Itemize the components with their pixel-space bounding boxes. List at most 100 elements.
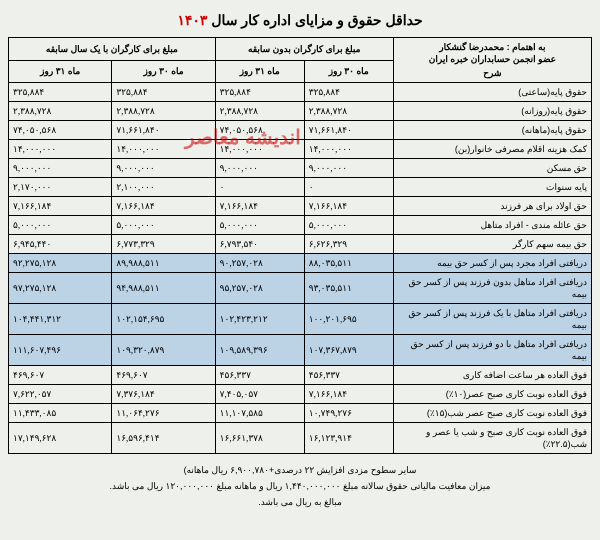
table-row: فوق العاده نوبت کاری صبح عصر شب(۱۵٪)۱۰,۷… bbox=[9, 404, 592, 423]
row-value: ۷,۱۶۶,۱۸۴ bbox=[215, 197, 304, 216]
table-row: فوق العاده هر ساعت اضافه کاری۴۵۶,۳۳۷۴۵۶,… bbox=[9, 366, 592, 385]
row-value: ۳۲۵,۸۸۴ bbox=[215, 83, 304, 102]
row-value: ۱۴,۰۰۰,۰۰۰ bbox=[304, 140, 393, 159]
row-value: ۱۰۹,۵۸۹,۳۹۶ bbox=[215, 335, 304, 366]
table-row: دریافتی افراد متاهل با دو فرزند پس از کس… bbox=[9, 335, 592, 366]
header-credit: به اهتمام : محمدرضا گنشکار عضو انجمن حسا… bbox=[393, 38, 591, 83]
row-value: ۱۴,۰۰۰,۰۰۰ bbox=[112, 140, 215, 159]
row-desc: پایه سنوات bbox=[393, 178, 591, 197]
row-value: ۷,۴۰۵,۰۵۷ bbox=[215, 385, 304, 404]
row-value: ۷۴,۰۵۰,۵۶۸ bbox=[9, 121, 112, 140]
row-desc: حقوق پایه(ماهانه) bbox=[393, 121, 591, 140]
row-value: ۱۱,۱۰۷,۵۸۵ bbox=[215, 404, 304, 423]
row-value: ۱۰۴,۴۴۱,۳۱۲ bbox=[9, 304, 112, 335]
row-desc: حق عائله مندی - افراد متاهل bbox=[393, 216, 591, 235]
row-value: ۷,۱۶۶,۱۸۴ bbox=[112, 197, 215, 216]
row-value: ۵,۰۰۰,۰۰۰ bbox=[304, 216, 393, 235]
footer-line1: سایر سطوح مزدی افزایش ۲۲ درصدی+۶,۹۰۰,۷۸۰… bbox=[8, 462, 592, 478]
row-value: ۲,۳۸۸,۷۲۸ bbox=[304, 102, 393, 121]
row-desc: حق اولاد برای هر فرزند bbox=[393, 197, 591, 216]
credit-line2: عضو انجمن حسابداران خبره ایران bbox=[398, 53, 587, 65]
row-desc: فوق العاده نوبت کاری صبح و شب یا عصر و ش… bbox=[393, 423, 591, 454]
row-value: ۱۰۲,۱۵۴,۶۹۵ bbox=[112, 304, 215, 335]
table-row: حق عائله مندی - افراد متاهل۵,۰۰۰,۰۰۰۵,۰۰… bbox=[9, 216, 592, 235]
row-value: ۴۵۶,۳۳۷ bbox=[304, 366, 393, 385]
row-desc: حق مسکن bbox=[393, 159, 591, 178]
row-value: ۱۴,۰۰۰,۰۰۰ bbox=[9, 140, 112, 159]
row-value: ۱۱۱,۶۰۷,۴۹۶ bbox=[9, 335, 112, 366]
row-desc: فوق العاده نوبت کاری صبح عصر شب(۱۵٪) bbox=[393, 404, 591, 423]
row-value: ۲,۱۷۰,۰۰۰ bbox=[9, 178, 112, 197]
row-value: ۶,۶۲۶,۳۲۹ bbox=[304, 235, 393, 254]
row-value: ۳۲۵,۸۸۴ bbox=[304, 83, 393, 102]
row-value: ۱۰۲,۴۲۳,۲۱۲ bbox=[215, 304, 304, 335]
row-value: ۴۶۹,۶۰۷ bbox=[9, 366, 112, 385]
footer-line3: مبالغ به ریال می باشد. bbox=[8, 494, 592, 510]
row-value: ۲,۳۸۸,۷۲۸ bbox=[112, 102, 215, 121]
header-group-one-year: مبلغ برای کارگران با یک سال سابقه bbox=[9, 38, 216, 61]
row-value: ۷۱,۶۶۱,۸۴۰ bbox=[112, 121, 215, 140]
header-desc: شرح bbox=[398, 67, 587, 79]
row-value: ۱۶,۵۹۶,۴۱۴ bbox=[112, 423, 215, 454]
header-m30-b: ماه ۳۰ روز bbox=[112, 60, 215, 83]
row-value: ۹۴,۹۸۸,۵۱۱ bbox=[112, 273, 215, 304]
row-value: ۷,۶۲۲,۰۵۷ bbox=[9, 385, 112, 404]
table-row: فوق العاده نوبت کاری صبح عصر(۱۰٪)۷,۱۶۶,۱… bbox=[9, 385, 592, 404]
row-value: ۴۵۶,۳۳۷ bbox=[215, 366, 304, 385]
page-title: حداقل حقوق و مزایای اداره کار سال ۱۴۰۳ bbox=[8, 12, 592, 29]
row-value: ۹۰,۲۵۷,۰۲۸ bbox=[215, 254, 304, 273]
table-row: حق مسکن۹,۰۰۰,۰۰۰۹,۰۰۰,۰۰۰۹,۰۰۰,۰۰۰۹,۰۰۰,… bbox=[9, 159, 592, 178]
row-value: ۸۸,۰۳۵,۵۱۱ bbox=[304, 254, 393, 273]
row-value: ۱۰۰,۲۰۱,۶۹۵ bbox=[304, 304, 393, 335]
row-value: ۶,۷۷۳,۳۲۹ bbox=[112, 235, 215, 254]
header-m30-a: ماه ۳۰ روز bbox=[304, 60, 393, 83]
table-row: حقوق پایه(ماهانه)۷۱,۶۶۱,۸۴۰۷۴,۰۵۰,۵۶۸۷۱,… bbox=[9, 121, 592, 140]
row-value: ۳۲۵,۸۸۴ bbox=[112, 83, 215, 102]
row-desc: حق بیمه سهم کارگر bbox=[393, 235, 591, 254]
row-value: ۱۰,۷۴۹,۲۷۶ bbox=[304, 404, 393, 423]
row-value: ۵,۰۰۰,۰۰۰ bbox=[215, 216, 304, 235]
row-value: ۹,۰۰۰,۰۰۰ bbox=[215, 159, 304, 178]
row-value: ۷۱,۶۶۱,۸۴۰ bbox=[304, 121, 393, 140]
table-row: دریافتی افراد متاهل با یک فرزند پس از کس… bbox=[9, 304, 592, 335]
row-value: ۲,۳۸۸,۷۲۸ bbox=[215, 102, 304, 121]
row-value: ۱۱,۴۳۳,۰۸۵ bbox=[9, 404, 112, 423]
row-value: ۷,۳۷۶,۱۸۴ bbox=[112, 385, 215, 404]
row-value: ۲,۱۰۰,۰۰۰ bbox=[112, 178, 215, 197]
row-value: ۹۲,۲۷۵,۱۲۸ bbox=[9, 254, 112, 273]
title-prefix: حداقل حقوق و مزایای اداره کار سال bbox=[211, 12, 422, 28]
footer-line2: میزان معافیت مالیاتی حقوق سالانه مبلغ ۱,… bbox=[8, 478, 592, 494]
credit-line1: به اهتمام : محمدرضا گنشکار bbox=[398, 41, 587, 53]
row-value: ۷,۱۶۶,۱۸۴ bbox=[304, 385, 393, 404]
table-row: دریافتی افراد متاهل بدون فرزند پس از کسر… bbox=[9, 273, 592, 304]
row-value: ۱۷,۱۴۹,۶۲۸ bbox=[9, 423, 112, 454]
row-value: ۹,۰۰۰,۰۰۰ bbox=[9, 159, 112, 178]
row-value: ۶,۹۴۵,۴۴۰ bbox=[9, 235, 112, 254]
row-value: ۹,۰۰۰,۰۰۰ bbox=[304, 159, 393, 178]
footer: سایر سطوح مزدی افزایش ۲۲ درصدی+۶,۹۰۰,۷۸۰… bbox=[8, 462, 592, 510]
table-row: پایه سنوات۰۰۲,۱۰۰,۰۰۰۲,۱۷۰,۰۰۰ bbox=[9, 178, 592, 197]
row-value: ۷,۱۶۶,۱۸۴ bbox=[9, 197, 112, 216]
row-value: ۵,۰۰۰,۰۰۰ bbox=[112, 216, 215, 235]
row-value: ۱۰۹,۳۲۰,۸۷۹ bbox=[112, 335, 215, 366]
table-row: حق اولاد برای هر فرزند۷,۱۶۶,۱۸۴۷,۱۶۶,۱۸۴… bbox=[9, 197, 592, 216]
salary-table: به اهتمام : محمدرضا گنشکار عضو انجمن حسا… bbox=[8, 37, 592, 454]
row-desc: کمک هزینه اقلام مصرفی خانوار(بن) bbox=[393, 140, 591, 159]
row-value: ۱۶,۱۲۳,۹۱۴ bbox=[304, 423, 393, 454]
row-value: ۷,۱۶۶,۱۸۴ bbox=[304, 197, 393, 216]
row-value: ۵,۰۰۰,۰۰۰ bbox=[9, 216, 112, 235]
row-desc: دریافتی افراد متاهل با دو فرزند پس از کس… bbox=[393, 335, 591, 366]
row-desc: حقوق پایه(روزانه) bbox=[393, 102, 591, 121]
row-value: ۹۳,۰۳۵,۵۱۱ bbox=[304, 273, 393, 304]
row-desc: دریافتی افراد مجرد پس از کسر حق بیمه bbox=[393, 254, 591, 273]
row-value: ۰ bbox=[215, 178, 304, 197]
row-value: ۷۴,۰۵۰,۵۶۸ bbox=[215, 121, 304, 140]
table-row: فوق العاده نوبت کاری صبح و شب یا عصر و ش… bbox=[9, 423, 592, 454]
header-m31-b: ماه ۳۱ روز bbox=[9, 60, 112, 83]
row-value: ۸۹,۹۸۸,۵۱۱ bbox=[112, 254, 215, 273]
row-desc: دریافتی افراد متاهل با یک فرزند پس از کس… bbox=[393, 304, 591, 335]
row-value: ۹۷,۲۷۵,۱۲۸ bbox=[9, 273, 112, 304]
row-desc: فوق العاده هر ساعت اضافه کاری bbox=[393, 366, 591, 385]
row-value: ۹,۰۰۰,۰۰۰ bbox=[112, 159, 215, 178]
header-m31-a: ماه ۳۱ روز bbox=[215, 60, 304, 83]
